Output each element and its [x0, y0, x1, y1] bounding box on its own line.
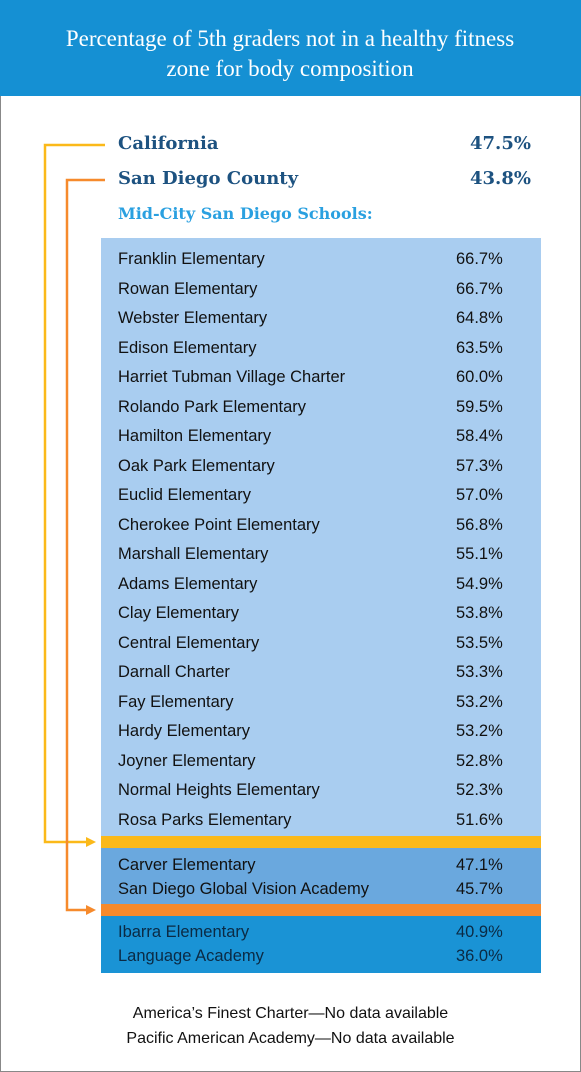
- school-value: 58.4%: [456, 427, 503, 445]
- school-name: Joyner Elementary: [118, 751, 256, 770]
- school-value: 66.7%: [456, 279, 503, 298]
- group-box: [101, 848, 541, 904]
- school-value: 64.8%: [456, 309, 503, 327]
- group-box: [101, 238, 541, 836]
- school-value: 59.5%: [456, 397, 503, 416]
- school-value: 56.8%: [456, 515, 503, 534]
- school-value: 53.3%: [456, 663, 503, 681]
- summary-name: California: [118, 133, 219, 154]
- school-value: 52.3%: [456, 781, 503, 799]
- school-value: 53.2%: [456, 692, 503, 711]
- school-value: 53.8%: [456, 604, 503, 622]
- divider: [101, 836, 541, 848]
- connector: [43, 143, 105, 844]
- note: America’s Finest Charter—No data availab…: [132, 1005, 449, 1022]
- school-value: 47.1%: [456, 856, 503, 874]
- school-value: 52.8%: [456, 751, 503, 770]
- school-name: Rolando Park Elementary: [118, 397, 307, 416]
- school-value: 51.6%: [456, 810, 503, 829]
- school-name: Cherokee Point Elementary: [118, 515, 320, 534]
- school-name: Oak Park Elementary: [118, 456, 275, 475]
- school-name: Central Elementary: [118, 633, 260, 652]
- school-value: 66.7%: [456, 250, 503, 268]
- school-name: Clay Elementary: [118, 604, 240, 622]
- summary-value: 47.5%: [470, 133, 531, 154]
- divider: [101, 904, 541, 916]
- arrow: [86, 837, 96, 847]
- school-name: Adams Elementary: [118, 574, 258, 593]
- school-name: Rosa Parks Elementary: [118, 810, 292, 829]
- school-name: Hamilton Elementary: [118, 427, 272, 445]
- school-name: Rowan Elementary: [118, 279, 258, 298]
- school-name: Harriet Tubman Village Charter: [118, 368, 346, 386]
- note: Pacific American Academy—No data availab…: [126, 1030, 455, 1047]
- connector: [65, 178, 105, 912]
- table-title: Mid-City San Diego Schools:: [118, 204, 373, 223]
- school-name: Language Academy: [118, 947, 264, 965]
- school-name: Hardy Elementary: [118, 722, 251, 740]
- school-name: Edison Elementary: [118, 338, 257, 357]
- title: Percentage of 5th graders not in a healt…: [65, 26, 515, 81]
- header: Percentage of 5th graders not in a healt…: [0, 0, 581, 96]
- school-value: 53.5%: [456, 633, 503, 652]
- school-name: Carver Elementary: [118, 856, 256, 874]
- school-value: 60.0%: [456, 368, 503, 386]
- school-value: 57.0%: [456, 486, 503, 504]
- school-value: 53.2%: [456, 722, 503, 740]
- group-box: [101, 916, 541, 973]
- school-name: Ibarra Elementary: [118, 923, 250, 941]
- school-value: 54.9%: [456, 574, 503, 593]
- school-name: Webster Elementary: [118, 309, 268, 327]
- school-value: 57.3%: [456, 456, 503, 475]
- school-value: 40.9%: [456, 923, 503, 941]
- school-name: Darnall Charter: [118, 663, 230, 681]
- school-value: 55.1%: [456, 545, 503, 563]
- school-name: San Diego Global Vision Academy: [118, 880, 370, 898]
- school-value: 63.5%: [456, 338, 503, 357]
- summary-name: San Diego County: [118, 168, 299, 189]
- school-value: 36.0%: [456, 947, 503, 965]
- arrow: [86, 905, 96, 915]
- summary-value: 43.8%: [470, 168, 531, 189]
- school-name: Fay Elementary: [118, 692, 234, 711]
- school-name: Normal Heights Elementary: [118, 781, 320, 799]
- school-value: 45.7%: [456, 880, 503, 898]
- school-name: Franklin Elementary: [118, 250, 265, 268]
- school-name: Marshall Elementary: [118, 545, 269, 563]
- school-name: Euclid Elementary: [118, 486, 251, 504]
